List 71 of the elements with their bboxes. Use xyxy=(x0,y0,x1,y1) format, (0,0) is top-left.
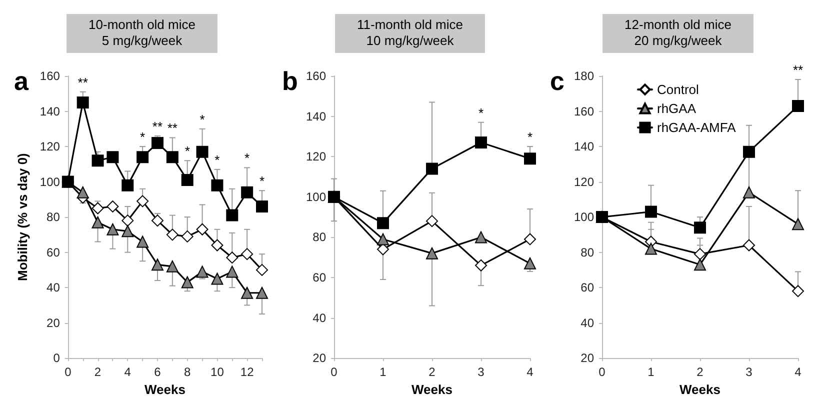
x-tick-label: 0 xyxy=(64,365,72,380)
x-tick-label: 4 xyxy=(526,365,534,380)
x-tick-label: 4 xyxy=(794,365,802,380)
x-tick-label: 8 xyxy=(184,365,192,380)
legend-label: rhGAA-AMFA xyxy=(657,120,736,135)
annotation: * xyxy=(527,130,533,145)
y-tick-label: 120 xyxy=(306,150,326,164)
y-tick-label: 120 xyxy=(40,140,60,154)
y-tick-label: 60 xyxy=(46,245,60,260)
y-tick-label: 0 xyxy=(53,351,60,366)
chart-title: 12-month old mice xyxy=(624,17,732,32)
annotation: ** xyxy=(152,118,163,134)
y-tick-label: 80 xyxy=(580,245,594,260)
y-tick-label: 20 xyxy=(46,316,60,330)
x-tick-label: 12 xyxy=(240,365,254,380)
y-tick-label: 100 xyxy=(574,210,594,224)
annotation: ** xyxy=(792,62,804,78)
y-tick-label: 80 xyxy=(312,230,326,244)
legend-label: rhGAA xyxy=(657,101,696,116)
legend-label: Control xyxy=(657,82,700,97)
annotation: * xyxy=(478,105,484,120)
text: c xyxy=(550,66,564,96)
y-tick-label: 100 xyxy=(40,174,60,189)
y-tick-label: 60 xyxy=(580,280,594,295)
x-tick-label: 0 xyxy=(330,365,338,380)
annotation: ** xyxy=(78,74,88,90)
y-tick-label: 160 xyxy=(574,104,594,118)
x-axis-title: Weeks xyxy=(144,382,186,397)
chart-title: 11-month old mice xyxy=(357,17,463,32)
x-tick-label: 3 xyxy=(746,365,753,380)
y-tick-label: 120 xyxy=(574,174,594,189)
y-tick-label: 80 xyxy=(46,210,60,224)
annotation: * xyxy=(200,112,205,127)
y-tick-label: 20 xyxy=(312,351,326,366)
y-axis-title: Mobility (% vs day 0) xyxy=(15,153,30,281)
y-tick-label: 140 xyxy=(40,104,60,118)
x-tick-label: 1 xyxy=(648,365,655,380)
x-tick-label: 2 xyxy=(696,365,704,380)
annotation: * xyxy=(140,130,146,145)
x-tick-label: 2 xyxy=(94,365,102,380)
text: a xyxy=(14,66,29,96)
x-axis-title: Weeks xyxy=(680,382,720,397)
annotation: * xyxy=(184,144,190,159)
x-tick-label: 2 xyxy=(428,365,436,380)
chart-subtitle: 10 mg/kg/week xyxy=(366,33,454,48)
y-tick-label: 20 xyxy=(580,351,594,366)
annotation: * xyxy=(214,152,220,168)
x-tick-label: 3 xyxy=(478,365,485,380)
x-tick-label: 1 xyxy=(380,365,387,380)
x-axis-title: Weeks xyxy=(412,382,452,397)
chart-title: 10-month old mice xyxy=(88,17,196,32)
x-tick-label: 0 xyxy=(598,365,606,380)
text: b xyxy=(282,66,298,96)
x-tick-label: 10 xyxy=(210,365,224,380)
chart-subtitle: 5 mg/kg/week xyxy=(102,33,183,48)
annotation: ** xyxy=(167,120,178,136)
y-tick-label: 160 xyxy=(40,69,60,83)
y-tick-label: 180 xyxy=(574,69,594,83)
y-tick-label: 40 xyxy=(312,310,326,325)
annotation: * xyxy=(259,174,265,189)
y-tick-label: 60 xyxy=(312,270,326,284)
x-tick-label: 6 xyxy=(154,365,162,380)
y-tick-label: 100 xyxy=(306,190,326,204)
chart-subtitle: 20 mg/kg/week xyxy=(634,33,722,48)
y-tick-label: 140 xyxy=(574,140,594,154)
annotation: * xyxy=(244,150,250,166)
y-tick-label: 40 xyxy=(46,280,60,295)
y-tick-label: 160 xyxy=(306,69,326,83)
y-tick-label: 40 xyxy=(580,316,594,330)
x-tick-label: 4 xyxy=(124,365,132,380)
y-tick-label: 140 xyxy=(306,109,326,124)
